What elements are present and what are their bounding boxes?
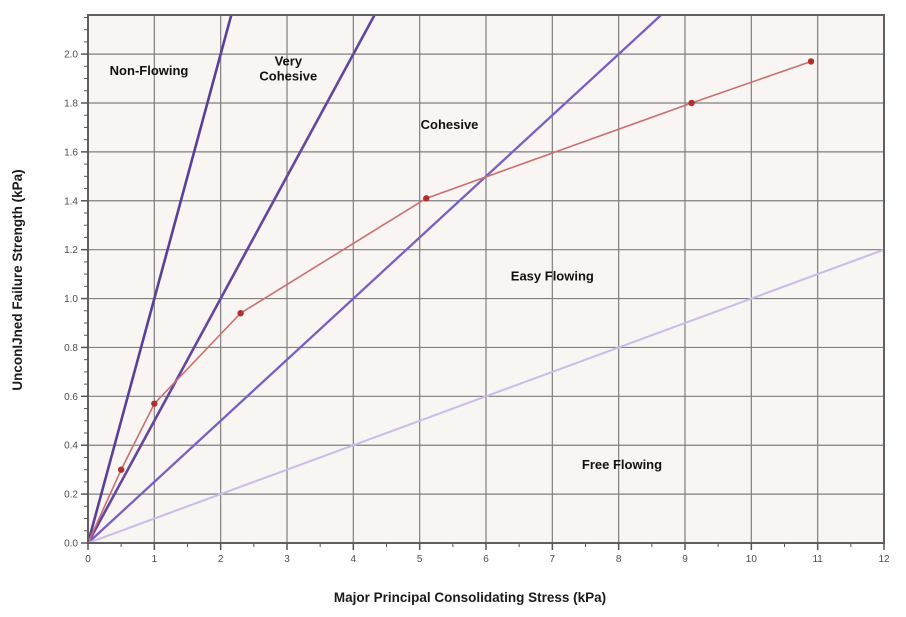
x-tick-label: 1 [152, 554, 158, 565]
data-point-marker [117, 466, 125, 473]
x-tick-label: 3 [284, 554, 290, 565]
y-tick-label: 0.6 [64, 392, 78, 403]
region-label-cohesive: Cohesive [421, 117, 479, 132]
region-label-very-cohesive: Very Cohesive [259, 53, 317, 83]
region-label-free-flowing: Free Flowing [582, 457, 662, 472]
y-tick-label: 2.0 [64, 50, 78, 61]
x-tick-label: 9 [682, 554, 688, 565]
y-tick-label: 1.6 [64, 147, 78, 158]
data-point-marker [237, 310, 244, 317]
region-label-line: Free Flowing [582, 457, 662, 472]
region-label-easy-flowing: Easy Flowing [511, 269, 594, 284]
x-tick-label: 12 [878, 554, 890, 565]
region-label-line: Non-Flowing [110, 63, 189, 78]
region-label-line: Very [275, 53, 303, 68]
data-series-layer [88, 58, 815, 543]
y-tick-label: 0.4 [64, 441, 78, 452]
x-axis-title: Major Principal Consolidating Stress (kP… [334, 590, 606, 605]
easy-flowing-boundary-ffc-10-line [88, 248, 884, 543]
y-tick-label: 1.8 [64, 99, 78, 110]
data-point-marker [807, 58, 815, 65]
y-tick-label: 1.4 [64, 196, 78, 207]
x-tick-label: 8 [616, 554, 622, 565]
non-flowing-boundary-ffc-1-line [88, 15, 233, 543]
data-point-marker [423, 195, 430, 202]
y-tick-label: 1.0 [64, 294, 78, 305]
very-cohesive-boundary-ffc-2-line [88, 15, 376, 543]
x-tick-label: 6 [483, 554, 489, 565]
y-axis-title: UnconIJned Failure Strength (kPa) [10, 169, 25, 390]
region-label-non-flowing: Non-Flowing [110, 63, 189, 78]
x-tick-label: 5 [417, 554, 423, 565]
x-tick-label: 11 [812, 554, 823, 565]
boundary-lines-layer [88, 15, 884, 543]
x-tick-label: 2 [218, 554, 224, 565]
y-tick-label: 0.2 [64, 490, 78, 501]
region-label-line: Easy Flowing [511, 269, 594, 284]
data-point-marker [688, 99, 695, 107]
y-tick-label: 0.8 [64, 343, 78, 354]
region-label-line: Cohesive [421, 117, 479, 132]
x-tick-label: 7 [550, 554, 556, 565]
y-tick-label: 1.2 [64, 245, 78, 256]
x-tick-label: 0 [85, 554, 91, 565]
cohesive-boundary-ffc-4-line [88, 15, 663, 543]
tick-layer: 0 1 2 3 4 5 6 7 8 9 10 11 120.00.20.40.60.81.01.21.4… [64, 16, 890, 565]
x-tick-label: 10 [746, 554, 758, 565]
y-tick-label: 0.0 [64, 539, 78, 550]
region-label-line: Cohesive [259, 68, 317, 83]
data-point-marker [151, 400, 158, 407]
x-tick-label: 4 [351, 554, 357, 565]
